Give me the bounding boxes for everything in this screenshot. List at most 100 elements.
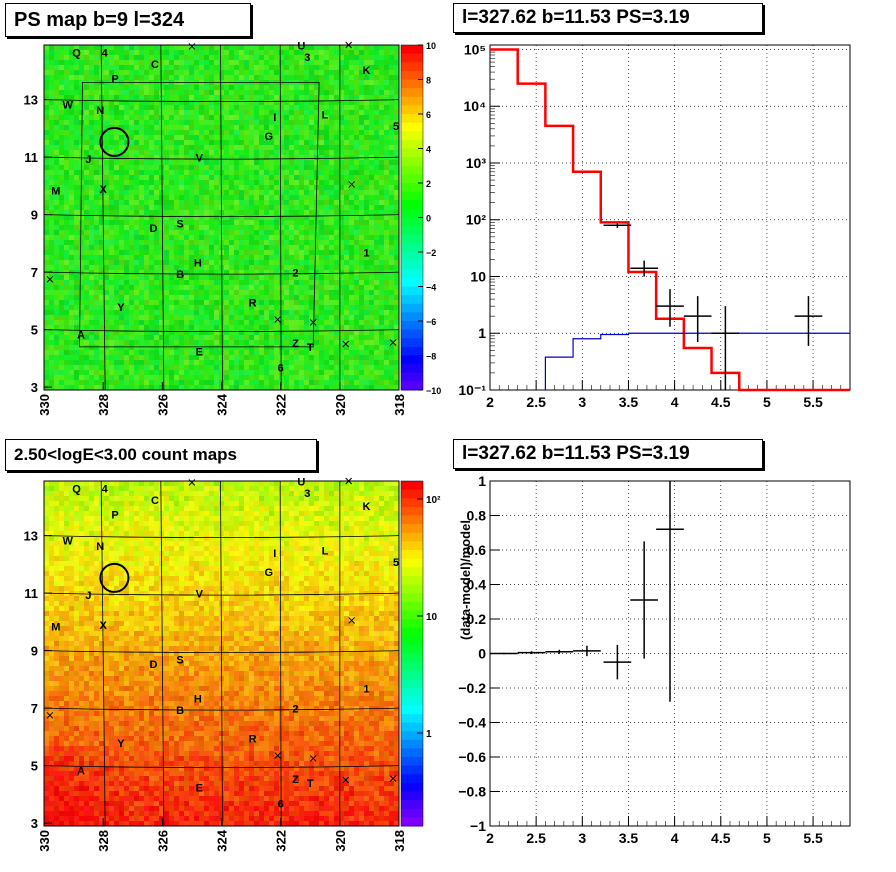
map-pixel [344,215,349,220]
map-pixel [99,210,104,215]
map-pixel [224,145,229,150]
map-pixel [184,45,189,50]
map-pixel [54,185,59,190]
map-pixel [279,295,284,300]
map-pixel [64,145,69,150]
map-pixel [329,330,334,335]
map-pixel [184,120,189,125]
map-pixel [234,110,239,115]
map-pixel [309,355,314,360]
map-pixel [389,200,394,205]
map-pixel [314,65,319,70]
map-pixel [274,370,279,375]
map-pixel [174,360,179,365]
map-pixel [269,260,274,265]
map-pixel [264,320,269,325]
map-pixel [89,325,94,330]
map-pixel [309,100,314,105]
map-pixel [229,140,234,145]
map-pixel [64,375,69,380]
map-pixel [104,380,109,385]
map-pixel [239,90,244,95]
map-pixel [274,275,279,280]
map-pixel [369,190,374,195]
map-pixel [364,355,369,360]
map-pixel [109,165,114,170]
map-pixel [229,75,234,80]
map-pixel [344,195,349,200]
map-pixel [104,320,109,325]
map-pixel [89,50,94,55]
map-pixel [114,335,119,340]
map-pixel [309,245,314,250]
map-pixel [149,100,154,105]
map-pixel [199,85,204,90]
map-pixel [184,340,189,345]
map-pixel [264,315,269,320]
map-pixel [324,145,329,150]
map-pixel [319,270,324,275]
map-pixel [49,160,54,165]
map-pixel [269,140,274,145]
map-pixel [74,175,79,180]
map-pixel [134,310,139,315]
map-pixel [199,125,204,130]
map-pixel [199,255,204,260]
map-pixel [379,260,384,265]
map-pixel [304,375,309,380]
map-pixel [349,65,354,70]
map-pixel [89,375,94,380]
map-pixel [214,160,219,165]
map-pixel [119,185,124,190]
map-pixel [194,225,199,230]
map-pixel [349,220,354,225]
map-pixel [139,165,144,170]
map-pixel [59,190,64,195]
map-pixel [354,270,359,275]
map-pixel [199,45,204,50]
source-label: U [297,40,305,52]
map-pixel [104,205,109,210]
map-pixel [314,320,319,325]
map-pixel [329,355,334,360]
map-pixel [59,350,64,355]
map-pixel [304,260,309,265]
map-pixel [144,220,149,225]
map-pixel [139,350,144,355]
map-pixel [234,375,239,380]
map-pixel [94,315,99,320]
map-pixel [49,365,54,370]
map-pixel [159,260,164,265]
map-pixel [179,315,184,320]
map-pixel [224,130,229,135]
map-pixel [344,70,349,75]
map-pixel [139,180,144,185]
map-pixel [249,380,254,385]
map-pixel [254,315,259,320]
map-pixel [179,290,184,295]
map-pixel [254,380,259,385]
map-pixel [114,135,119,140]
color-scale-bin [401,226,423,236]
map-pixel [319,155,324,160]
map-pixel [224,300,229,305]
map-pixel [129,60,134,65]
map-pixel [99,375,104,380]
map-pixel [149,210,154,215]
map-pixel [49,290,54,295]
map-pixel [144,380,149,385]
map-pixel [304,345,309,350]
map-pixel [49,190,54,195]
map-pixel [309,195,314,200]
map-pixel [339,210,344,215]
map-pixel [364,70,369,75]
map-pixel [49,380,54,385]
map-pixel [124,220,129,225]
map-pixel [49,175,54,180]
map-pixel [179,220,184,225]
map-pixel [374,205,379,210]
map-pixel [394,230,399,235]
map-pixel [149,335,154,340]
map-pixel [109,210,114,215]
map-pixel [189,375,194,380]
